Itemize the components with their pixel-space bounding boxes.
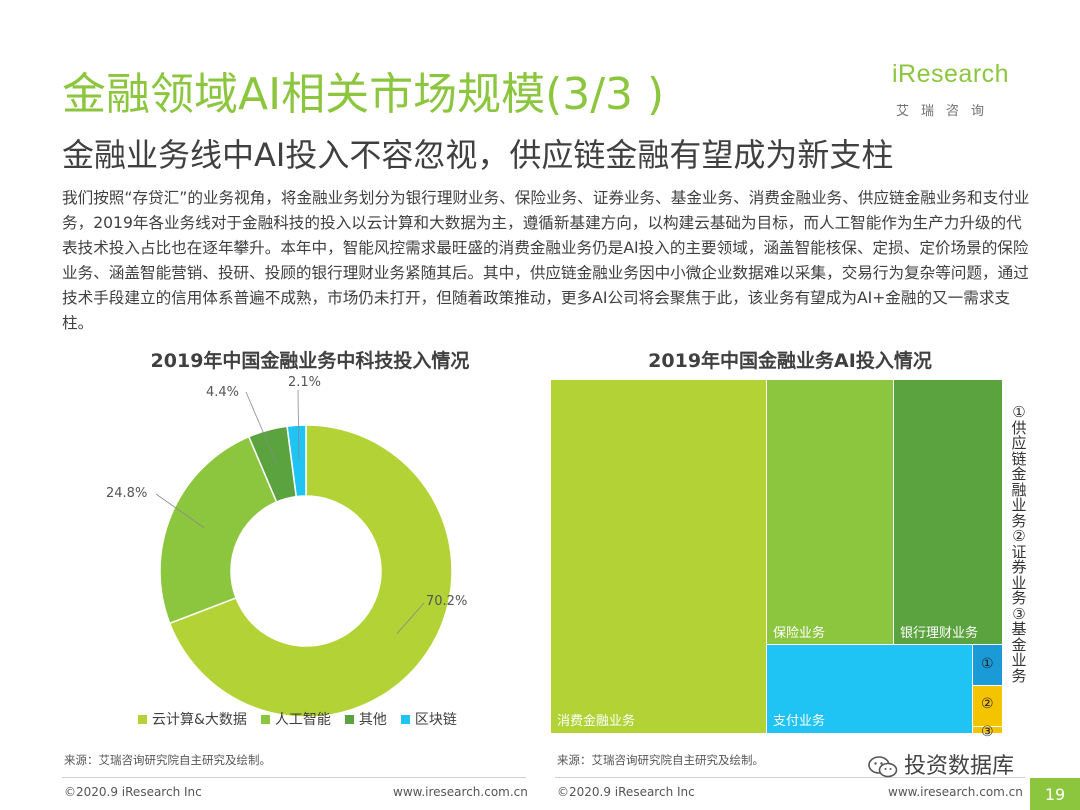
treemap-chart-title: 2019年中国金融业务AI投入情况	[648, 350, 932, 372]
footer-url-right: www.iresearch.com.cn	[888, 785, 1023, 799]
donut-leader-ai	[155, 493, 205, 529]
legend-item-blockchain: 区块链	[400, 709, 457, 729]
donut-slice-cloud	[168, 424, 453, 718]
treemap-label-insurance: 保险业务	[773, 626, 826, 641]
source-left: 来源：艾瑞咨询研究院自主研究及绘制。	[64, 753, 271, 767]
donut-leader-cloud	[396, 602, 425, 634]
wechat-icon	[868, 756, 898, 778]
footer-copyright-left: ©2020.9 iResearch Inc	[64, 785, 202, 799]
treemap-label-consumer-finance: 消费金融业务	[557, 714, 636, 729]
treemap-bank-wealth	[894, 380, 1002, 644]
page-subtitle: 金融业务线中AI投入不容忽视，供应链金融有望成为新支柱	[62, 136, 894, 174]
footer-divider-left	[62, 777, 526, 778]
donut-slice-ai	[159, 435, 278, 625]
donut-label-blockchain: 2.1%	[288, 375, 322, 390]
iresearch-logo: iResearch 艾瑞咨询	[892, 60, 1032, 122]
treemap-label-payment: 支付业务	[773, 714, 826, 729]
treemap-label-bank-wealth: 银行理财业务	[900, 626, 979, 641]
legend-item-cloud: 云计算&大数据	[138, 709, 247, 729]
treemap-securities	[973, 686, 1002, 726]
donut-label-cloud: 70.2%	[426, 594, 468, 609]
treemap-insurance	[767, 380, 893, 644]
treemap-side-note: ①供应链金融业务②证券业务③基金业务	[1011, 403, 1027, 685]
page-number: 19	[1030, 778, 1080, 810]
page-title: 金融领域AI相关市场规模(3/3 )	[62, 69, 665, 120]
treemap-label-2: ②	[981, 696, 994, 712]
treemap-payment	[767, 645, 972, 733]
footer-divider-right	[555, 777, 1025, 778]
footer-url-left: www.iresearch.com.cn	[393, 785, 528, 799]
treemap-supply-chain	[973, 645, 1002, 685]
source-right: 来源：艾瑞咨询研究院自主研究及绘制。	[557, 753, 764, 767]
donut-leader-blockchain	[297, 389, 300, 461]
donut-label-other: 4.4%	[206, 385, 240, 400]
logo-text: iResearch	[892, 60, 1010, 88]
donut-chart-title: 2019年中国金融业务中科技投入情况	[150, 350, 470, 372]
footer-copyright-right: ©2020.9 iResearch Inc	[557, 785, 695, 799]
treemap-fund	[973, 727, 1002, 733]
donut-leader-other	[245, 391, 278, 465]
donut-chart	[155, 389, 453, 718]
donut-slice-blockchain	[286, 424, 307, 498]
legend-item-other: 其他	[344, 709, 387, 729]
treemap-label-3: ③	[981, 724, 994, 740]
treemap-label-1: ①	[981, 656, 994, 672]
treemap-consumer-finance	[551, 380, 766, 733]
treemap-chart: 消费金融业务 保险业务 银行理财业务 支付业务 ① ② ③	[551, 380, 1002, 740]
wechat-watermark: 投资数据库	[868, 748, 1014, 780]
logo-subtext: 艾瑞咨询	[896, 104, 997, 119]
watermark-text: 投资数据库	[904, 754, 1015, 779]
legend-item-ai: 人工智能	[260, 709, 331, 729]
donut-label-ai: 24.8%	[106, 486, 148, 501]
donut-legend: 云计算&大数据 人工智能 其他 区块链	[138, 709, 471, 729]
intro-paragraph: 我们按照“存贷汇”的业务视角，将金融业务划分为银行理财业务、保险业务、证券业务、…	[62, 189, 1030, 332]
